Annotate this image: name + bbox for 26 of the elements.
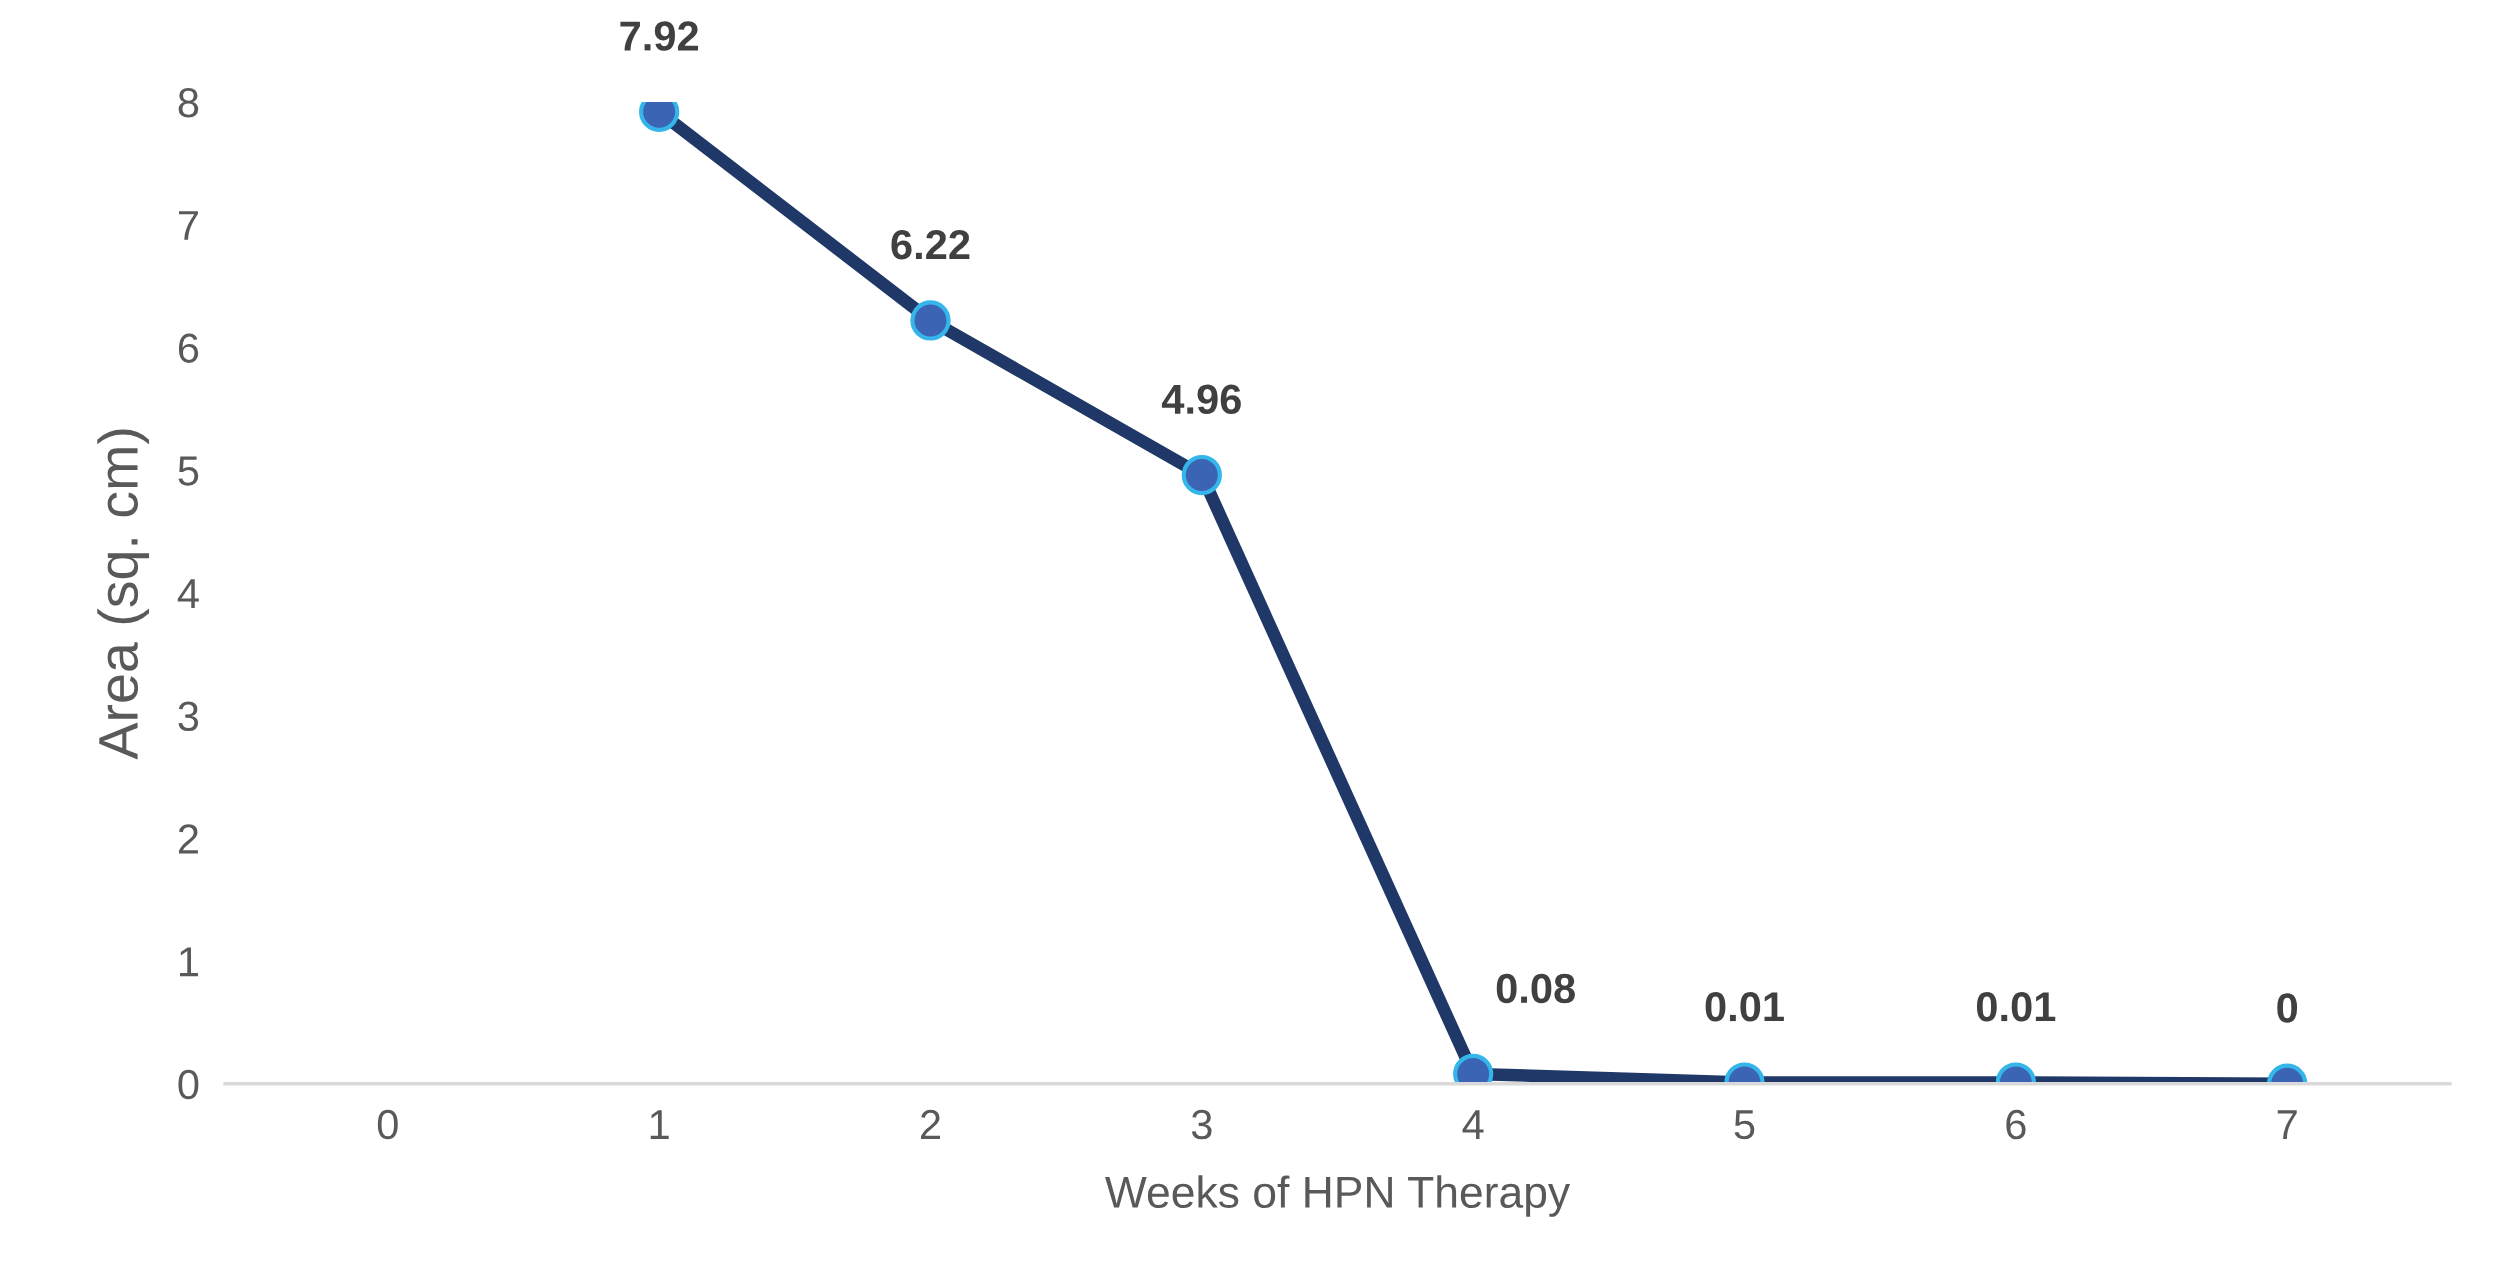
y-tick-label: 7 [178, 211, 198, 240]
y-tick-label: 6 [178, 333, 199, 363]
y-tick-label: 3 [178, 701, 199, 732]
y-tick-label: 5 [178, 456, 199, 486]
data-label: 0.08 [1496, 973, 1575, 1004]
data-label: 6.22 [891, 229, 970, 260]
data-label: 0 [2277, 993, 2298, 1023]
y-tick-label: 1 [180, 947, 198, 977]
y-tick-label: 8 [178, 88, 199, 118]
x-tick-label: 1 [650, 1110, 669, 1139]
x-tick-label: 6 [2006, 1109, 2026, 1140]
data-label: 0.01 [1705, 992, 1784, 1022]
x-tick-label: 0 [377, 1109, 398, 1140]
y-tick-label: 0 [178, 1069, 199, 1100]
y-tick-label: 2 [178, 824, 198, 854]
y-tick-label: 4 [177, 579, 199, 608]
data-label: 0.01 [1976, 992, 2056, 1022]
x-tick-label: 3 [1191, 1109, 1212, 1140]
y-axis-title: Area (sq. cm) [97, 429, 150, 760]
x-tick-label: 4 [1462, 1110, 1484, 1139]
x-tick-label: 7 [2277, 1110, 2297, 1139]
data-label: 4.96 [1161, 384, 1241, 415]
x-tick-label: 5 [1734, 1110, 1755, 1140]
data-label: 7.92 [620, 21, 699, 51]
x-axis-title: Weeks of HPN Therapy [1105, 1175, 1571, 1217]
x-tick-label: 2 [921, 1109, 940, 1139]
